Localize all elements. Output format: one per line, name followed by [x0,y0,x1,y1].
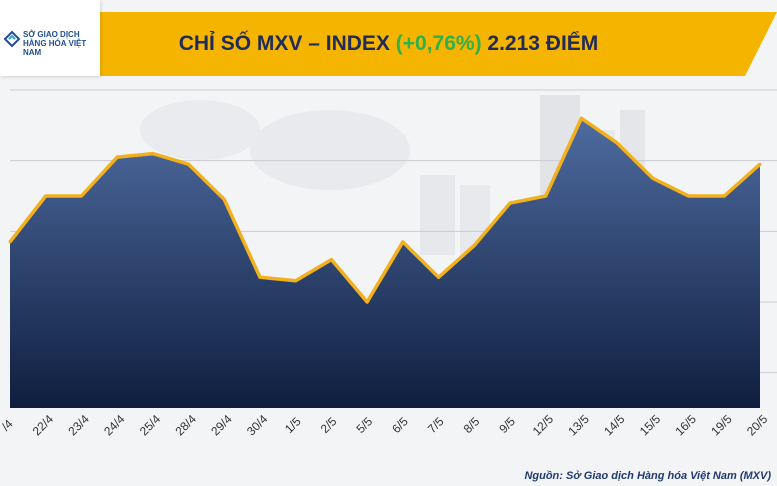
data-point-23/4 [79,194,83,198]
data-point-21/4 [8,240,12,244]
data-point-12/5 [544,194,548,198]
data-point-20/5 [758,162,762,166]
x-tick-label: 6/5 [389,414,411,436]
x-tick-label: 29/4 [208,412,235,439]
data-point-1/5 [294,279,298,283]
data-point-5/5 [365,300,369,304]
title-banner: CHỈ SỐ MXV – INDEX (+0,76%) 2.213 ĐIỂM [0,12,777,76]
source-note: Nguồn: Sở Giao dịch Hàng hóa Việt Nam (M… [524,470,771,482]
data-point-22/4 [44,194,48,198]
data-point-19/5 [722,194,726,198]
x-tick-label: 14/5 [601,412,628,439]
page-title: CHỈ SỐ MXV – INDEX (+0,76%) 2.213 ĐIỂM [0,32,777,56]
data-point-9/5 [508,201,512,205]
title-change: (+0,76%) [395,32,482,55]
title-value: 2.213 ĐIỂM [487,32,599,55]
x-tick-label: 25/4 [137,412,164,439]
x-tick-label: 15/5 [637,412,664,439]
area-fill [10,118,760,409]
data-point-15/5 [651,176,655,180]
mxv-logo: SỞ GIAO DỊCH HÀNG HÓA VIỆT NAM [0,0,100,76]
x-tick-label: 1/5 [282,414,304,436]
data-point-13/5 [579,116,583,120]
data-point-14/5 [615,141,619,145]
x-tick-label: 22/4 [30,412,57,439]
index-line [8,116,762,304]
x-tick-label: 20/5 [744,412,771,439]
x-tick-label: 16/5 [673,412,700,439]
x-tick-label: 19/5 [708,412,735,439]
x-axis-labels: /4 22/4 23/4 24/4 25/4 28/4 29/4 30/4 1/5 2/5 5/5 6… [0,412,771,439]
title-main: CHỈ SỐ MXV – INDEX [178,32,390,55]
data-point-30/4 [258,275,262,279]
x-tick-label: 8/5 [461,414,483,436]
series-area [8,116,762,409]
x-tick-label: 2/5 [318,414,340,436]
x-tick-label: 30/4 [244,412,271,439]
data-point-24/4 [115,155,119,159]
x-tick-label: 28/4 [173,412,200,439]
x-tick-label: 24/4 [101,412,128,439]
data-point-6/5 [401,240,405,244]
x-tick-label: 13/5 [565,412,592,439]
data-point-28/4 [187,162,191,166]
logo-text: SỞ GIAO DỊCH HÀNG HÓA VIỆT NAM [23,30,87,57]
x-tick-label: 23/4 [65,412,92,439]
x-tick-label: 5/5 [353,414,375,436]
x-tick-label: 9/5 [496,414,518,436]
logo-icon [3,30,21,48]
data-point-2/5 [329,258,333,262]
x-tick-label: 12/5 [530,412,557,439]
data-point-16/5 [687,194,691,198]
data-point-7/5 [437,275,441,279]
data-point-8/5 [472,243,476,247]
x-tick-label: /4 [0,416,16,433]
data-point-25/4 [151,152,155,156]
x-tick-label: 7/5 [425,414,447,436]
data-point-29/4 [222,198,226,202]
